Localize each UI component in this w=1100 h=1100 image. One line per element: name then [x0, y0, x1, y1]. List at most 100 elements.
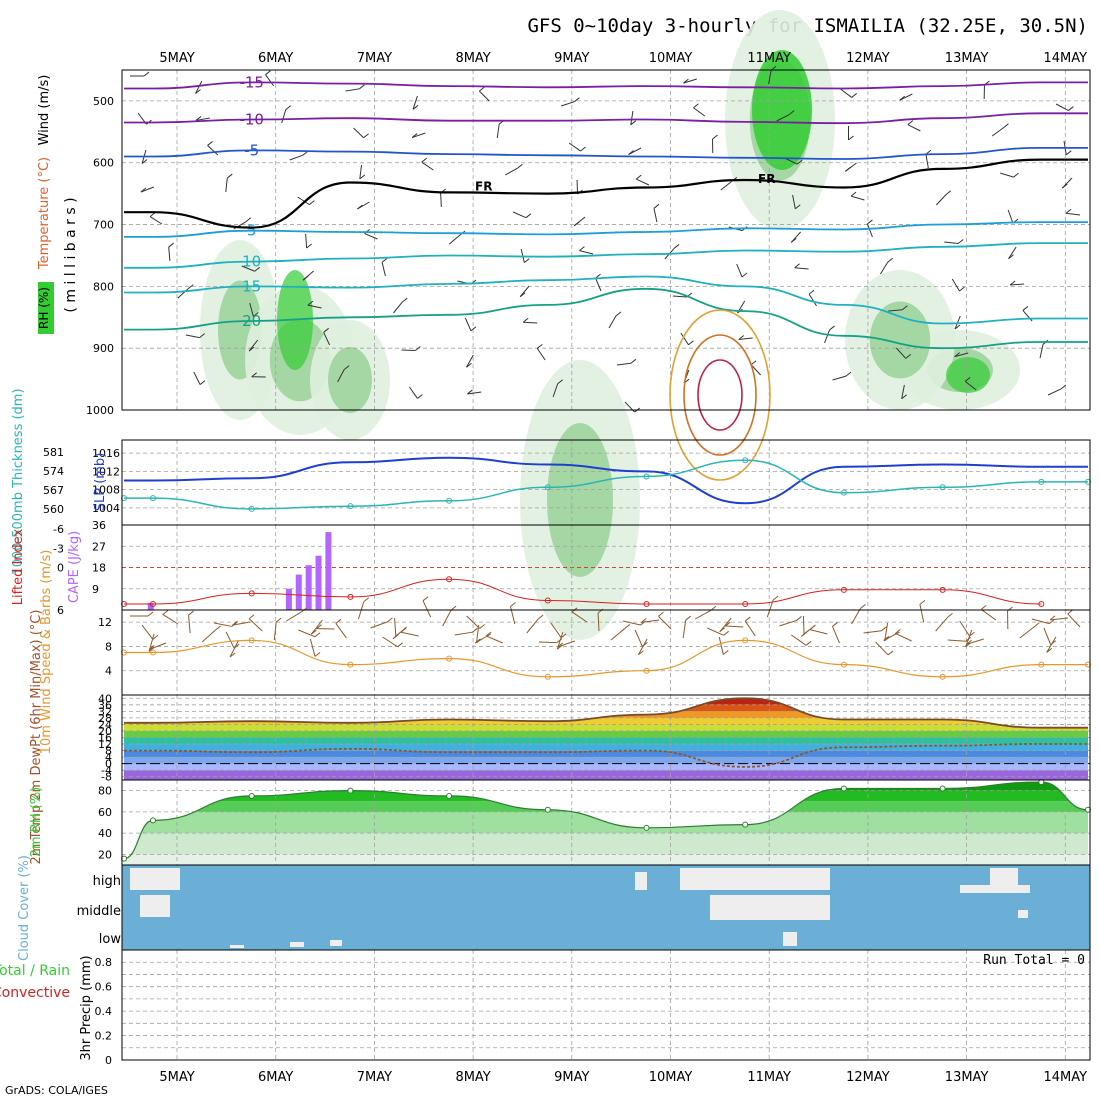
- wind-barb-flag: [954, 352, 961, 358]
- isotherm-line: [124, 221, 1088, 238]
- wind-barb-flag: [969, 631, 975, 637]
- wind-barb-flag: [525, 213, 532, 219]
- temp-band: [124, 757, 1088, 764]
- cloud-patch: [783, 932, 797, 946]
- day-label-top: 8MAY: [455, 51, 490, 66]
- wind-barb-flag: [1065, 150, 1072, 156]
- rh-core: [946, 357, 990, 393]
- rh-point: [347, 787, 354, 794]
- wind-barb: [1000, 172, 1014, 178]
- wind-barb-flag: [472, 627, 478, 633]
- wind-barb-flag: [207, 141, 213, 146]
- wind-barb-flag: [808, 289, 815, 295]
- wind-barb: [792, 194, 796, 209]
- y-tick-label: 1016: [92, 447, 120, 460]
- wind-barb: [309, 638, 316, 657]
- wind-barb: [641, 619, 660, 624]
- wind-axis-label: Wind (m/s): [37, 75, 52, 146]
- wind-barb: [421, 161, 434, 171]
- lifted-index-point: [347, 593, 354, 600]
- wind-barb: [411, 132, 426, 139]
- y-tick-label: 0.6: [95, 981, 113, 994]
- wind-barb-flag: [658, 611, 664, 617]
- y-tick-label: 0: [105, 758, 112, 771]
- wind-barb-flag: [1048, 619, 1055, 625]
- wind-barb-flag: [794, 263, 800, 269]
- wind-barb: [476, 624, 480, 643]
- day-label-bottom: 14MAY: [1044, 1070, 1088, 1085]
- wind-barb: [1039, 344, 1044, 359]
- wind-barb-flag: [474, 638, 481, 644]
- wind-barb-flag: [199, 380, 206, 385]
- isotherm-line: [124, 275, 1088, 325]
- wind-barb-flag: [265, 70, 271, 76]
- wind-barb: [297, 196, 310, 206]
- wind-barb-flag: [574, 97, 580, 103]
- rh-band: [124, 833, 1088, 855]
- wind-barb-flag: [510, 602, 516, 607]
- wind-barb-flag: [195, 89, 201, 94]
- wind-barb: [201, 629, 216, 643]
- wind-barb: [162, 614, 179, 625]
- wind-barb: [449, 234, 461, 245]
- lifted-index-point: [939, 586, 946, 593]
- wind-barb: [464, 317, 472, 331]
- y-tick-label: 800: [93, 280, 114, 293]
- wind-barb: [454, 631, 473, 636]
- thickness-point: [446, 497, 453, 504]
- wind-barb: [736, 263, 743, 278]
- wind-barb-flag: [624, 624, 631, 629]
- wind-barb-flag: [359, 84, 365, 90]
- temp-band: [124, 737, 1088, 745]
- wind-speed-point: [840, 661, 847, 668]
- wind-barb-flag: [653, 203, 660, 209]
- wind-barb-flag: [187, 284, 194, 290]
- wind-barb: [323, 332, 331, 346]
- lifted-index-point: [742, 601, 749, 607]
- y-tick-label: 1012: [92, 465, 120, 478]
- rh-point: [939, 785, 946, 792]
- wind-barb-flag: [1060, 384, 1067, 390]
- thickness-point: [248, 505, 255, 512]
- temp-axis-label: 2m Temp 2m DewPt (6hr Min/Max) (°C): [29, 610, 44, 865]
- wind-barb-flag: [673, 244, 680, 249]
- rh-shading: [547, 423, 613, 577]
- wind-barb: [307, 304, 322, 309]
- y-tick-label: -8: [101, 771, 112, 784]
- wind-barb-flag: [741, 272, 748, 278]
- rh-point: [742, 821, 749, 828]
- wind-barb-flag: [479, 86, 485, 92]
- wind-barb-flag: [1033, 622, 1040, 628]
- wind-barb-flag: [881, 626, 887, 632]
- wind-barb: [840, 88, 852, 98]
- wind-barb: [707, 627, 724, 636]
- wind-barb-flag: [311, 629, 317, 635]
- warm-contour: [697, 359, 743, 431]
- lifted-index-axis-label: Lifted Index: [11, 528, 26, 605]
- isotherm-label: 10: [242, 253, 261, 271]
- wind-barb: [1067, 613, 1081, 628]
- wind-barb-flag: [844, 167, 851, 172]
- wind-speed-point: [643, 667, 650, 674]
- y-tick-label: 500: [93, 95, 114, 108]
- lifted-index-point: [544, 597, 551, 604]
- wind-barb-flag: [832, 622, 838, 627]
- wind-barb: [683, 78, 697, 84]
- day-label-top: 10MAY: [649, 51, 693, 66]
- wind-barb-flag: [772, 595, 779, 601]
- wind-barb: [779, 619, 797, 627]
- credit: GrADS: COLA/IGES: [5, 1084, 108, 1097]
- wind-barb: [776, 114, 790, 122]
- thickness-point: [347, 503, 354, 510]
- wind-barb: [370, 621, 388, 629]
- y-tick-label: 32: [98, 705, 112, 718]
- wind-barb: [954, 352, 969, 358]
- wind-barb: [249, 302, 254, 317]
- lifted-index-point: [150, 601, 156, 607]
- isotherm-label: 20: [242, 312, 261, 330]
- wind-barb-flag: [557, 379, 563, 385]
- isotherm-label: 15: [242, 277, 261, 295]
- wind-barb: [536, 348, 546, 361]
- wind-barb-flag: [363, 133, 369, 139]
- wind-barb: [1050, 617, 1069, 621]
